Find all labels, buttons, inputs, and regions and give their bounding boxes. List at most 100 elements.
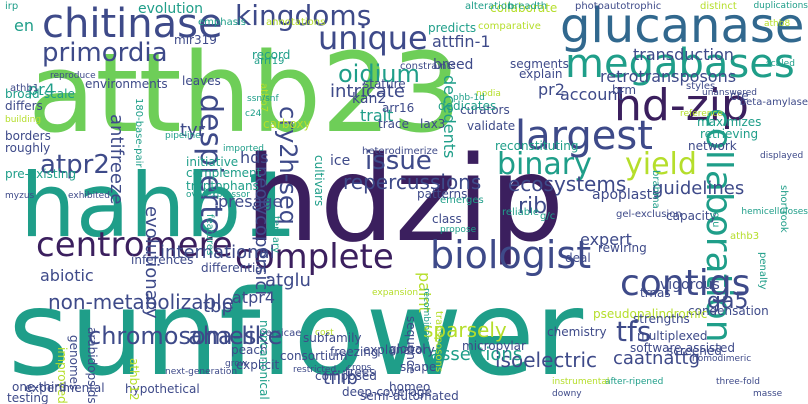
- cloud-word: nodia: [476, 89, 501, 99]
- cloud-word: expansion: [372, 288, 419, 298]
- cloud-word: brm: [612, 83, 637, 97]
- cloud-word: comparative: [478, 21, 541, 32]
- cloud-word: reference: [680, 109, 723, 119]
- cloud-word: features: [204, 214, 215, 256]
- cloud-word: instrumental: [552, 377, 610, 387]
- cloud-word: rib: [518, 194, 548, 219]
- cloud-word: recombinase: [421, 288, 431, 346]
- cloud-word: pipeline: [165, 131, 201, 141]
- cloud-word: pre-existing: [5, 167, 77, 181]
- cloud-word: mir319: [174, 33, 217, 47]
- cloud-word: collaborate: [490, 1, 558, 15]
- cloud-word: binary: [497, 147, 592, 182]
- cloud-word: crops: [347, 363, 372, 373]
- cloud-word: software-assisted: [630, 341, 736, 355]
- cloud-word: unique: [318, 19, 428, 57]
- cloud-word: sunflower: [8, 264, 584, 402]
- cloud-word: atthb23: [28, 29, 462, 157]
- cloud-word: lax3: [420, 117, 446, 131]
- cloud-word: condensation: [688, 304, 769, 318]
- cloud-word: attfin-1: [432, 32, 491, 51]
- cloud-word: alteration: [465, 1, 514, 12]
- cloud-word: downy: [552, 389, 582, 399]
- cloud-word: trait: [360, 106, 394, 125]
- cloud-word: curators: [460, 103, 510, 117]
- cloud-word: pr4: [28, 80, 55, 99]
- cloud-word: hd-zip: [614, 80, 749, 131]
- cloud-word: tbp: [203, 296, 233, 317]
- cloud-word: homeo: [389, 380, 431, 394]
- cloud-word: cre: [730, 89, 749, 103]
- cloud-word: expert: [580, 230, 632, 249]
- cloud-word: differential: [201, 261, 266, 275]
- cloud-word: class: [432, 212, 462, 226]
- cloud-word: trace: [378, 117, 409, 131]
- cloud-word: building: [5, 115, 42, 125]
- cloud-word: exhibited: [68, 191, 110, 201]
- cloud-word: micropylar: [462, 339, 526, 353]
- cloud-word: capacity: [666, 209, 717, 223]
- cloud-word: largest: [515, 113, 653, 159]
- cloud-word: duplications: [753, 1, 808, 11]
- cloud-word: maximizes: [697, 115, 762, 129]
- cloud-word: cultivars: [312, 155, 326, 207]
- cloud-word: account: [560, 85, 624, 104]
- cloud-word: irp: [5, 1, 19, 12]
- cloud-word: chromosomes: [88, 322, 257, 350]
- cloud-word: transduction: [633, 45, 734, 64]
- cloud-word: ssn/snf: [247, 94, 279, 104]
- cloud-word: complement: [186, 166, 262, 180]
- cloud-word: propose: [440, 225, 477, 235]
- cloud-word: broad-scale: [5, 87, 75, 101]
- cloud-word: megabases: [565, 41, 795, 87]
- cloud-word: restricted: [293, 365, 337, 375]
- cloud-word: isoelectric: [495, 348, 597, 372]
- cloud-word: primordia: [42, 38, 168, 68]
- cloud-word: inferences: [131, 253, 194, 267]
- cloud-word: unanswered: [702, 88, 757, 98]
- cloud-word: hahb1: [20, 154, 298, 257]
- cloud-word: consortium: [280, 349, 348, 363]
- cloud-word: guidelines: [652, 178, 745, 199]
- cloud-word: ice: [330, 153, 351, 169]
- cloud-word: explicit: [236, 358, 280, 372]
- cloud-word: athb8: [764, 19, 791, 29]
- cloud-word: masse: [753, 389, 783, 399]
- cloud-word: biologist: [430, 233, 592, 277]
- cloud-word: hdzip: [245, 130, 565, 268]
- cloud-word: three-fold: [716, 377, 760, 387]
- cloud-word: presage: [218, 192, 283, 211]
- cloud-word: record: [252, 48, 291, 62]
- cloud-word: breed: [433, 57, 474, 73]
- cloud-word: annotations: [266, 17, 326, 28]
- cloud-word: pseudopalindromic: [593, 307, 708, 321]
- cloud-word: reproduce: [50, 71, 96, 81]
- cloud-word: dedicates: [438, 99, 497, 113]
- cloud-word: ecosystems: [508, 172, 627, 196]
- cloud-word: athb12: [127, 358, 141, 401]
- cloud-word: intricate: [330, 81, 405, 102]
- cloud-word: carboxy: [263, 117, 311, 131]
- cloud-word: trees: [345, 365, 376, 379]
- cloud-word: semi-automated: [360, 389, 459, 403]
- cloud-word: en: [14, 16, 34, 35]
- cloud-word: caatnattg: [613, 348, 700, 369]
- cloud-word: tryptophans: [186, 179, 259, 193]
- cloud-word: kingdoms: [235, 0, 372, 32]
- cloud-word: shortrook: [778, 185, 789, 233]
- cloud-word: breadth: [508, 1, 548, 12]
- cloud-word: strengths: [633, 312, 690, 326]
- cloud-word: multiplexed: [637, 329, 708, 343]
- cloud-word: athb1: [10, 83, 40, 94]
- cloud-word: patterns: [417, 187, 468, 201]
- cloud-word: screened: [667, 344, 722, 358]
- cloud-word: predicts: [428, 21, 477, 35]
- cloud-word: imported: [223, 144, 264, 154]
- cloud-word: g/c: [540, 211, 556, 222]
- cloud-word: experimental: [25, 381, 105, 395]
- cloud-word: composed: [315, 369, 377, 383]
- cloud-word: roughly: [5, 141, 51, 155]
- cloud-word: emerges: [440, 195, 484, 206]
- cloud-word: sparsely: [423, 318, 507, 342]
- cloud-word: scaled: [766, 59, 795, 69]
